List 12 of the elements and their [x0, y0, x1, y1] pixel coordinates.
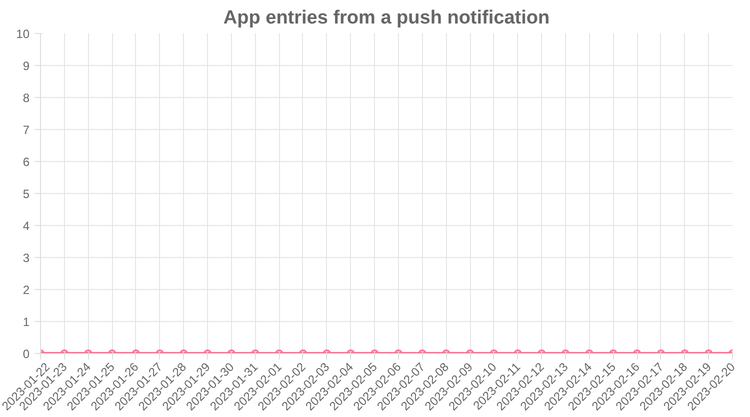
- y-tick-label: 6: [22, 155, 30, 169]
- y-tick-label: 1: [22, 315, 30, 329]
- y-tick-label: 10: [16, 27, 30, 41]
- y-tick-label: 5: [22, 187, 30, 201]
- y-tick-label: 0: [22, 347, 30, 361]
- chart-title: App entries from a push notification: [223, 8, 550, 28]
- y-tick-label: 7: [22, 123, 30, 137]
- y-tick-label: 9: [22, 59, 30, 73]
- y-tick-label: 8: [22, 91, 30, 105]
- y-tick-label: 3: [22, 251, 30, 265]
- y-tick-label: 4: [22, 219, 30, 233]
- y-tick-label: 2: [22, 283, 30, 297]
